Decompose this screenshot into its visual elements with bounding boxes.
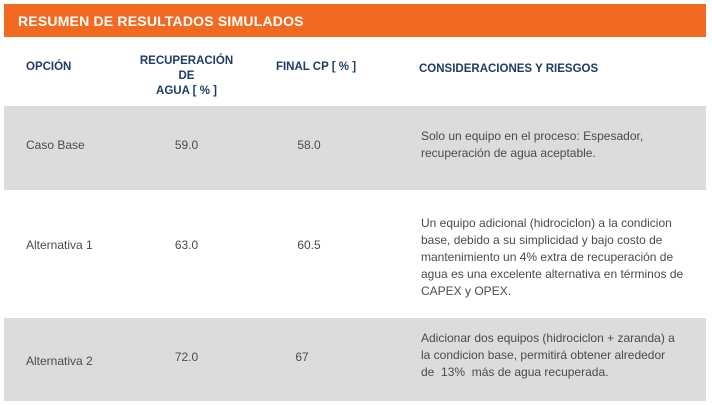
cell-opcion: Alternativa 1 bbox=[26, 238, 93, 252]
table-row: Alternativa 1 63.0 60.5 Un equipo adicio… bbox=[4, 190, 706, 318]
header-consideraciones: CONSIDERACIONES Y RIESGOS bbox=[419, 63, 599, 75]
consideraciones-line: de 13% más de agua recuperada. bbox=[421, 365, 609, 379]
consideraciones-line: Solo un equipo en el proceso: Espesador, bbox=[421, 129, 644, 143]
consideraciones-line: recuperación de agua aceptable. bbox=[421, 146, 596, 160]
cell-final-cp: 60.5 bbox=[297, 238, 321, 252]
header-recuperacion: RECUPERACIÓN DE AGUA [ % ] bbox=[134, 54, 239, 99]
cell-recuperacion: 63.0 bbox=[174, 238, 199, 252]
table-row: Caso Base 59.0 58.0 Solo un equipo en el… bbox=[4, 106, 706, 190]
cell-recuperacion: 72.0 bbox=[174, 350, 199, 364]
header-opcion: OPCIÓN bbox=[26, 61, 72, 73]
consideraciones-line: la condicion base, permitirá obtener alr… bbox=[421, 348, 666, 362]
cell-opcion: Caso Base bbox=[26, 138, 85, 152]
header-recuperacion-line2: AGUA [ % ] bbox=[156, 85, 217, 97]
consideraciones-line: CAPEX y OPEX. bbox=[421, 284, 512, 298]
cell-final-cp: 67 bbox=[295, 350, 309, 364]
cell-consideraciones: Adicionar dos equipos (hidrociclon + zar… bbox=[421, 330, 701, 381]
cell-opcion: Alternativa 2 bbox=[26, 354, 93, 368]
header-final-cp: FINAL CP [ % ] bbox=[275, 61, 357, 73]
title-bar: RESUMEN DE RESULTADOS SIMULADOS bbox=[4, 4, 706, 37]
cell-consideraciones: Un equipo adicional (hidrociclon) a la c… bbox=[421, 215, 701, 300]
table-header: OPCIÓN RECUPERACIÓN DE AGUA [ % ] FINAL … bbox=[4, 37, 706, 106]
table-row: Alternativa 2 72.0 67 Adicionar dos equi… bbox=[4, 318, 706, 401]
consideraciones-line: agua es una excelente alternativa en tér… bbox=[421, 267, 684, 281]
consideraciones-line: base, debido a su simplicidad y bajo cos… bbox=[421, 233, 663, 247]
cell-final-cp: 58.0 bbox=[297, 138, 321, 152]
consideraciones-line: Un equipo adicional (hidrociclon) a la c… bbox=[421, 216, 672, 230]
table-title: RESUMEN DE RESULTADOS SIMULADOS bbox=[18, 12, 304, 29]
consideraciones-line: Adicionar dos equipos (hidrociclon + zar… bbox=[421, 331, 675, 345]
cell-recuperacion: 59.0 bbox=[174, 138, 199, 152]
cell-consideraciones: Solo un equipo en el proceso: Espesador,… bbox=[421, 128, 701, 162]
consideraciones-line: mantenimiento un 4% extra de recuperació… bbox=[421, 250, 674, 264]
header-recuperacion-line1: RECUPERACIÓN DE bbox=[139, 55, 234, 82]
